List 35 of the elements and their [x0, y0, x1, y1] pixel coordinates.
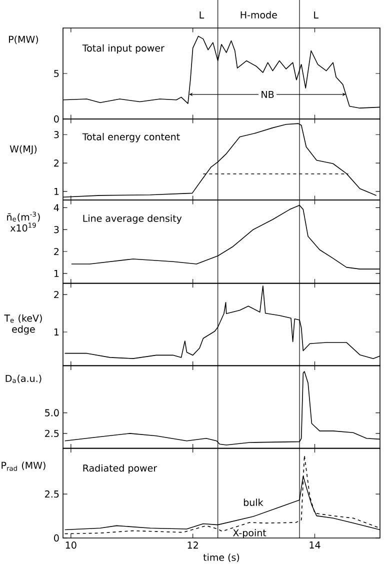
x-tick-label: 12 — [188, 542, 198, 549]
y-tick-label: 2 — [54, 248, 59, 256]
y-axis-title: T$_{e}$ (keV) edge — [4, 314, 42, 335]
y-tick-label: 2.5 — [45, 430, 59, 438]
y-axis-title: P$_{rad}$ (MW) — [2, 462, 46, 471]
y-axis-title: P(MW) — [9, 36, 38, 44]
x-tick-label: 10 — [66, 542, 76, 549]
y-tick-label: 2 — [54, 291, 59, 298]
y-tick-label: 4 — [54, 204, 59, 212]
series-label: bulk — [244, 498, 264, 506]
annotation: NB — [262, 90, 274, 98]
y-tick-label: 0 — [54, 534, 59, 542]
y-axis-title: W(MJ) — [10, 145, 37, 154]
y-tick-label: 1 — [54, 328, 59, 336]
text: L — [200, 12, 204, 18]
text: Total energy content — [82, 133, 180, 142]
text: Radiated power — [83, 464, 158, 474]
text: Line average density — [83, 214, 182, 224]
y-tick-label: 2.5 — [45, 490, 59, 498]
y-tick-label: 3 — [54, 131, 59, 138]
y-tick-label: 3 — [54, 226, 59, 234]
y-tick-label: 5 — [54, 70, 59, 78]
y-tick-label: 0 — [54, 115, 59, 123]
y-tick-label: 1 — [54, 270, 59, 277]
x-tick-label: 14 — [310, 542, 320, 548]
series-label: X-point — [232, 529, 266, 538]
y-tick-label: 1 — [54, 188, 59, 195]
y-axis-title: D$_{a}$(a.u.) — [6, 374, 42, 384]
text: L — [314, 12, 318, 18]
text: H-mode — [240, 11, 277, 18]
y-axis-title: n̄$_{e}$(m$^{-3}$) x10$^{19}$ — [7, 212, 40, 232]
text: Total input power — [82, 44, 164, 54]
x-axis-title: time (s) — [203, 554, 240, 562]
y-tick-label: 2 — [54, 160, 59, 167]
y-tick-label: 5.0 — [45, 409, 59, 416]
